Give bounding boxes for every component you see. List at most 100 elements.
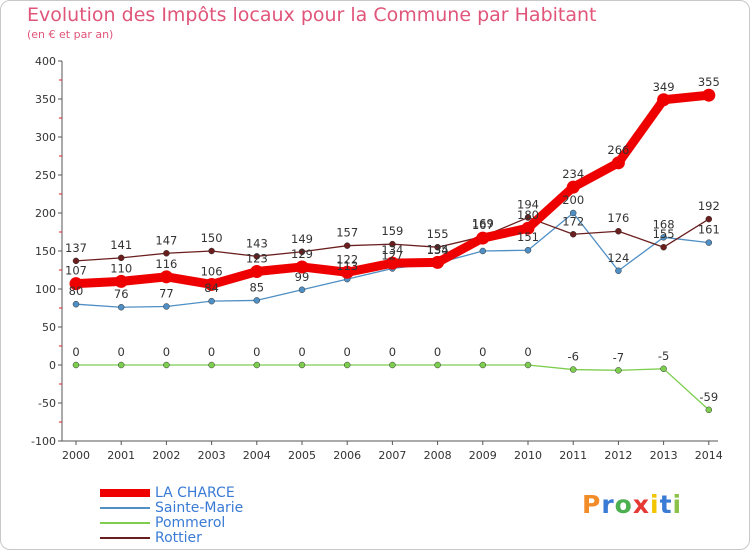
data-label: 161 (698, 223, 720, 237)
data-point (702, 88, 716, 102)
data-point (72, 257, 80, 265)
data-point (569, 366, 577, 373)
data-label: 192 (698, 199, 720, 213)
x-tick-label: 2001 (107, 449, 135, 462)
data-point (72, 300, 80, 308)
data-label: 122 (336, 252, 358, 266)
data-label: 107 (65, 264, 87, 278)
data-label: -6 (567, 350, 578, 364)
data-label: 159 (381, 224, 403, 238)
data-label: 143 (246, 236, 268, 250)
data-label: 0 (253, 345, 260, 359)
data-label: 355 (698, 75, 720, 89)
data-point (615, 267, 622, 275)
data-label: 180 (517, 208, 539, 222)
data-label: 134 (381, 243, 403, 257)
data-point (117, 254, 125, 262)
data-point (476, 231, 490, 245)
data-label: 147 (155, 233, 177, 247)
data-point (298, 248, 306, 256)
data-label: 149 (291, 232, 313, 246)
y-tick-label: -50 (38, 397, 56, 410)
data-point (434, 361, 441, 369)
data-label: 266 (607, 143, 629, 157)
data-point (569, 231, 577, 238)
y-tick-label: 150 (35, 245, 56, 258)
data-point (343, 242, 351, 249)
logo-letter: x (632, 490, 650, 519)
x-tick-label: 2008 (424, 449, 452, 462)
data-label: 137 (65, 241, 87, 255)
data-point (340, 265, 354, 279)
data-label: 84 (204, 281, 219, 295)
data-label: 77 (159, 286, 174, 300)
data-point (208, 297, 215, 305)
data-point (159, 270, 173, 284)
data-label: 124 (607, 251, 629, 265)
data-label: 176 (607, 211, 629, 225)
x-tick-label: 2013 (650, 449, 678, 462)
data-label: 194 (517, 198, 539, 212)
data-label: 110 (110, 261, 132, 275)
x-tick-label: 2007 (378, 449, 406, 462)
data-label: 0 (163, 345, 170, 359)
data-label: -7 (613, 350, 624, 364)
legend-swatch (100, 489, 150, 497)
legend-swatch (100, 537, 150, 539)
data-label: 0 (118, 345, 125, 359)
x-tick-label: 2014 (695, 449, 723, 462)
legend-label: LA CHARCE (155, 485, 235, 501)
data-point (611, 156, 625, 170)
data-label: 0 (208, 345, 215, 359)
data-point (705, 406, 713, 414)
data-point (385, 256, 399, 270)
data-point (117, 361, 125, 369)
data-label: 85 (249, 280, 264, 294)
logo-letter: i (650, 490, 660, 519)
x-tick-label: 2010 (514, 449, 542, 462)
data-point (524, 214, 532, 221)
data-point (343, 361, 351, 369)
data-label: 155 (427, 227, 449, 241)
data-label: 155 (653, 227, 675, 241)
data-label: 0 (389, 345, 396, 359)
data-point (705, 239, 713, 246)
data-point (208, 247, 215, 255)
x-tick-label: 2012 (604, 449, 632, 462)
data-point (205, 277, 219, 291)
data-label: -59 (699, 390, 718, 404)
data-point (250, 265, 264, 279)
data-label: 123 (246, 252, 268, 266)
logo-letter: t (659, 490, 673, 519)
data-label: 99 (295, 270, 310, 284)
data-point (660, 365, 667, 373)
data-point (569, 209, 577, 217)
data-point (479, 361, 487, 369)
legend-label: Pommerol (155, 515, 226, 531)
data-point (295, 260, 309, 274)
data-label: 134 (427, 243, 449, 257)
y-tick-label: 200 (35, 207, 56, 220)
chart-subtitle: (en € et par an) (27, 28, 114, 41)
data-point (479, 247, 487, 255)
data-label: 200 (562, 193, 584, 207)
data-point (298, 286, 306, 294)
data-label: 135 (427, 242, 449, 256)
data-label: 234 (562, 167, 584, 181)
data-point (163, 361, 170, 369)
data-point (253, 297, 261, 304)
data-label: 169 (472, 217, 494, 231)
data-point (208, 361, 215, 369)
data-point (163, 303, 170, 310)
data-point (253, 253, 261, 260)
data-label: 0 (524, 345, 531, 359)
data-label: 116 (155, 257, 177, 271)
y-tick-label: 50 (42, 321, 56, 334)
data-label: 0 (344, 345, 351, 359)
data-point (117, 303, 125, 311)
data-label: 129 (291, 247, 313, 261)
legend-swatch (100, 522, 150, 524)
data-label: 0 (479, 345, 486, 359)
data-label: 127 (381, 248, 403, 262)
